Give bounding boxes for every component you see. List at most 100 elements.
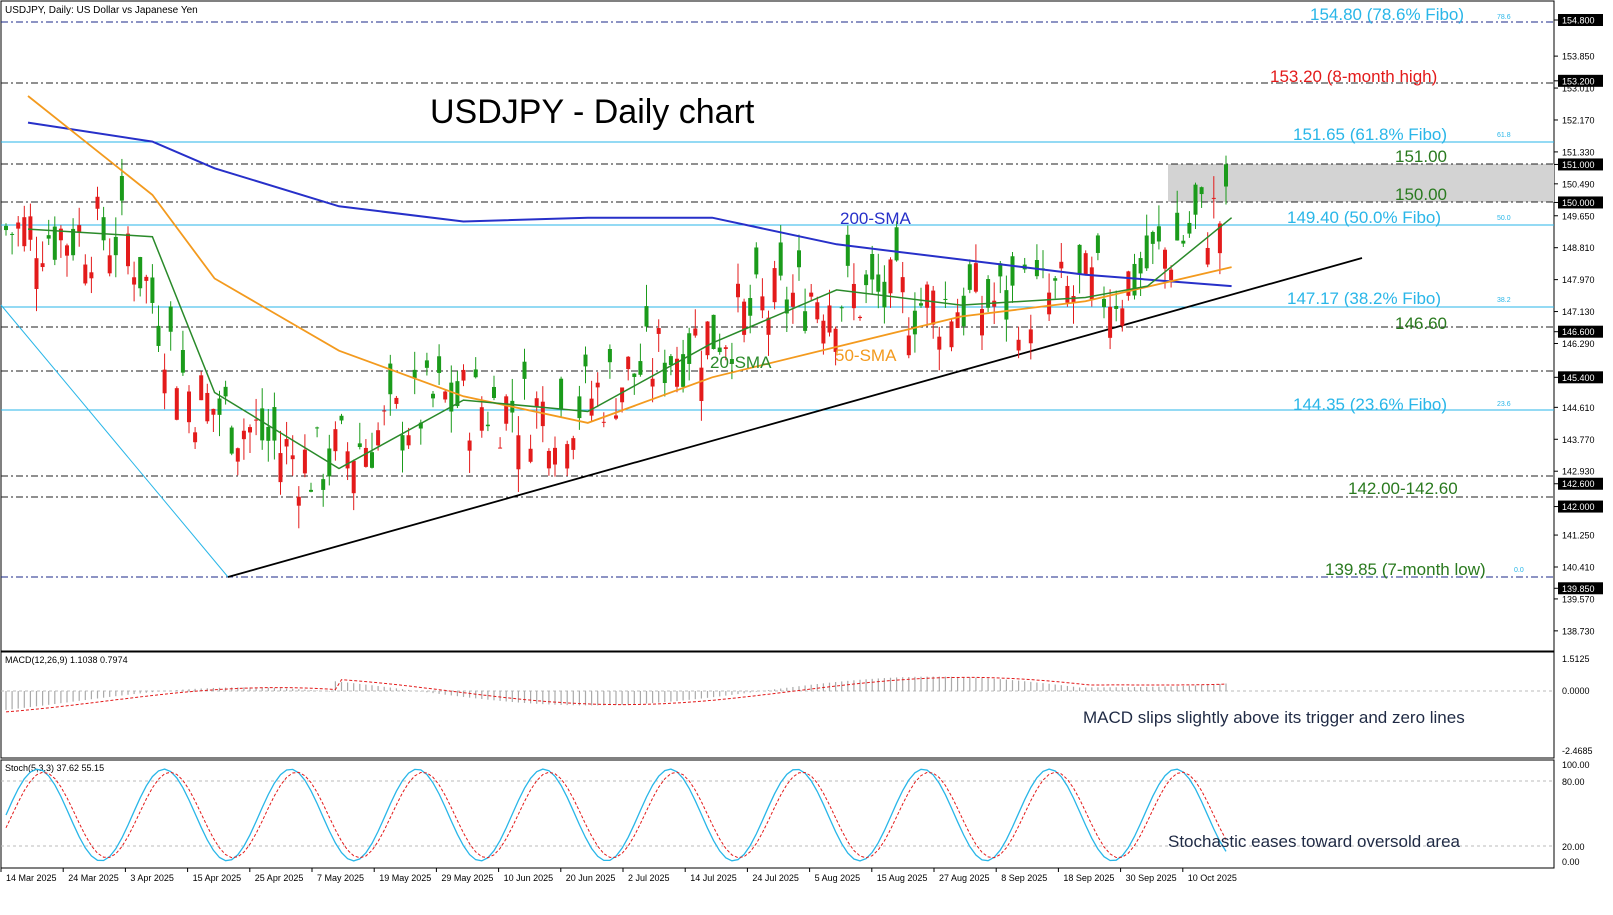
candle-body — [1065, 285, 1070, 303]
candle-body — [290, 455, 295, 460]
candle-body — [1083, 253, 1088, 276]
price-marker-box — [1558, 196, 1603, 209]
macd-axis-bottom: -2.4685 — [1562, 746, 1593, 756]
candle-body — [1102, 298, 1106, 308]
candle-body — [1095, 235, 1100, 253]
candlesticks — [4, 155, 1228, 529]
candle-body — [1187, 222, 1192, 234]
candle-body — [687, 333, 692, 364]
candle-body — [1156, 226, 1161, 242]
price-label: 154.800 — [1562, 16, 1595, 26]
candle-body — [138, 257, 143, 289]
fibo-retracement-line — [0, 304, 229, 578]
date-label: 5 Aug 2025 — [815, 873, 861, 883]
macd-signal-line — [5, 676, 1227, 713]
candle-body — [437, 356, 442, 373]
candle-body — [266, 426, 271, 441]
candle-body — [168, 306, 173, 332]
candle-body — [736, 283, 740, 298]
date-label: 27 Aug 2025 — [939, 873, 990, 883]
candle-body — [1150, 231, 1155, 244]
candle-body — [180, 350, 185, 373]
date-axis: 14 Mar 2025 24 Mar 2025 3 Apr 2025 15 Apr 2… — [0, 868, 1237, 883]
candle-body — [229, 427, 234, 454]
price-marker-box — [1558, 325, 1603, 338]
candle-body — [376, 430, 381, 446]
price-marker-box — [1558, 500, 1603, 513]
date-label: 8 Sep 2025 — [1001, 873, 1047, 883]
date-label: 14 Mar 2025 — [6, 873, 57, 883]
candle-body — [248, 427, 252, 433]
candle-body — [1211, 197, 1216, 199]
candle-body — [717, 347, 722, 353]
macd-axis-top: 1.5125 — [1562, 654, 1590, 664]
price-label: 151.330 — [1562, 147, 1595, 157]
price-label: 138.730 — [1562, 626, 1595, 636]
candle-body — [235, 448, 240, 462]
stoch-comment: Stochastic eases toward oversold area — [1168, 832, 1461, 851]
date-label: 29 May 2025 — [441, 873, 493, 883]
candle-body — [864, 274, 869, 286]
date-label: 10 Jun 2025 — [504, 873, 554, 883]
candle-body — [845, 234, 850, 266]
candle-body — [827, 305, 832, 333]
candle-body — [656, 328, 661, 334]
candle-body — [760, 296, 765, 311]
candle-body — [858, 316, 862, 319]
candle-body — [95, 196, 100, 209]
sma50-line — [27, 95, 1232, 424]
candle-body — [790, 292, 795, 307]
candle-body — [1053, 278, 1058, 281]
candle-body — [28, 216, 33, 240]
macd-panel-frame — [0, 651, 1555, 759]
candle-body — [345, 451, 350, 469]
candle-body — [492, 386, 496, 398]
candle-body — [748, 298, 753, 316]
date-label: 18 Sep 2025 — [1063, 873, 1114, 883]
price-label: 150.490 — [1562, 179, 1595, 189]
price-label: 149.650 — [1562, 211, 1595, 221]
candle-body — [278, 453, 283, 483]
candle-body — [333, 429, 338, 452]
reference-lines — [1, 21, 1554, 578]
candle-body — [388, 363, 393, 395]
candle-body — [650, 378, 655, 387]
candle-body — [937, 336, 942, 350]
label-50-sma: 50-SMA — [835, 346, 897, 365]
candle-body — [1089, 267, 1094, 300]
label-150: 150.00 — [1395, 185, 1447, 204]
candle-body — [119, 175, 124, 201]
label-146-60: 146.60 — [1395, 314, 1447, 333]
macd-header: MACD(12,26,9) 1.1038 0.7974 — [5, 655, 128, 665]
candle-body — [638, 361, 643, 375]
price-marker-box — [1558, 158, 1603, 171]
candle-body — [620, 387, 625, 403]
price-label: 145.400 — [1562, 373, 1595, 383]
candle-body — [1028, 329, 1033, 344]
candle-body — [851, 283, 856, 309]
candle-body — [16, 222, 21, 229]
candle-body — [1199, 187, 1204, 195]
price-label: 146.600 — [1562, 327, 1595, 337]
candle-body — [601, 421, 606, 423]
candle-body — [986, 279, 991, 308]
candle-body — [595, 382, 600, 388]
price-label: 144.610 — [1562, 403, 1595, 413]
price-label: 146.290 — [1562, 339, 1595, 349]
candle-body — [241, 430, 246, 440]
date-label: 3 Apr 2025 — [130, 873, 174, 883]
price-label: 153.010 — [1562, 84, 1595, 94]
fib-tag-618: 61.8 — [1497, 132, 1511, 139]
label-7-month-low: 139.85 (7-month low) — [1325, 560, 1486, 579]
sma20-line — [27, 217, 1233, 470]
price-label: 151.000 — [1562, 160, 1595, 170]
candle-body — [980, 309, 984, 336]
candle-body — [534, 398, 539, 408]
label-fibo-236: 144.35 (23.6% Fibo) — [1293, 395, 1447, 414]
candle-body — [675, 358, 679, 387]
candle-body — [571, 438, 576, 450]
candle-body — [522, 361, 527, 379]
price-label: 153.200 — [1562, 76, 1595, 86]
price-label: 147.130 — [1562, 307, 1595, 317]
